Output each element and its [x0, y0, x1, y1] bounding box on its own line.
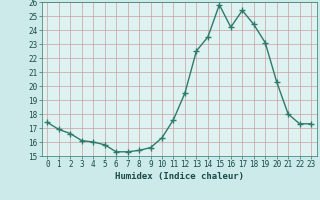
X-axis label: Humidex (Indice chaleur): Humidex (Indice chaleur) [115, 172, 244, 181]
